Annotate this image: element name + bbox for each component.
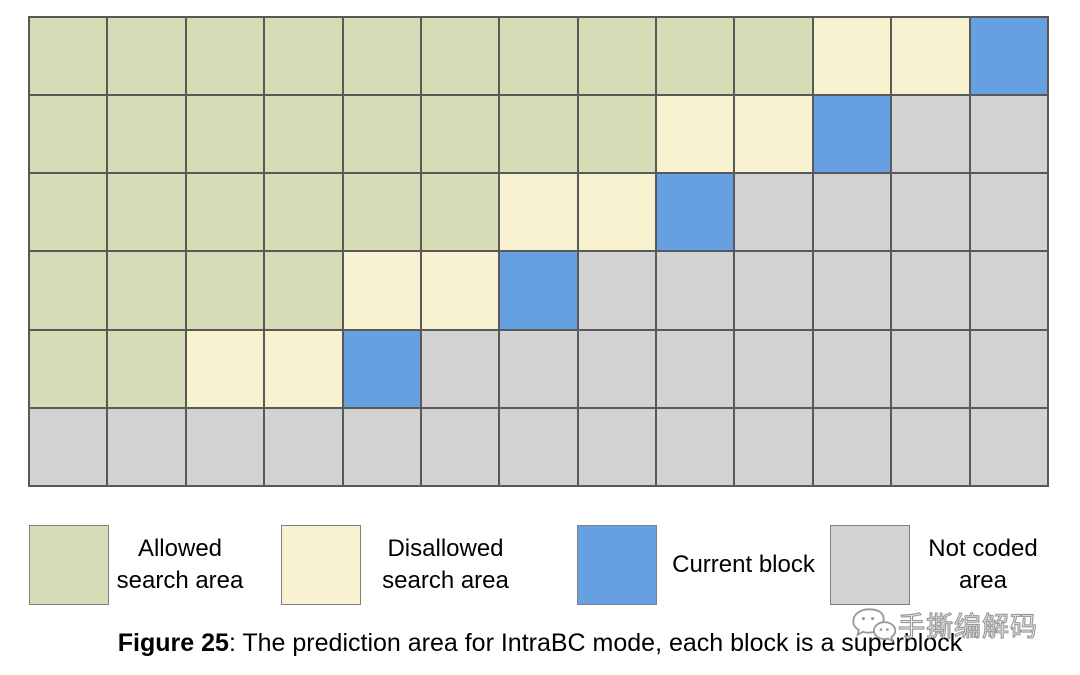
grid-cell-disallowed: [342, 251, 421, 330]
legend-label-not_coded: Not coded area: [928, 535, 1038, 594]
grid-cell-allowed: [185, 173, 265, 252]
legend-item-current: Current block: [577, 525, 830, 605]
grid-cell-not_coded: [185, 407, 265, 486]
grid-cell-not_coded: [734, 251, 813, 330]
prediction-area-grid: [28, 16, 1049, 487]
grid-cell-allowed: [29, 173, 108, 252]
grid-cell-not_coded: [891, 173, 970, 252]
grid-cell-allowed: [342, 17, 421, 96]
grid-cell-not_coded: [577, 251, 657, 330]
grid-cell-disallowed: [656, 95, 735, 174]
legend-swatch-allowed: [29, 525, 109, 605]
grid-cell-disallowed: [577, 173, 657, 252]
grid-cell-not_coded: [812, 251, 892, 330]
grid-cell-not_coded: [420, 407, 500, 486]
grid-cell-not_coded: [29, 407, 108, 486]
grid-cell-not_coded: [969, 329, 1048, 408]
grid-cell-not_coded: [891, 407, 970, 486]
grid-cell-allowed: [107, 95, 186, 174]
legend-item-not_coded: Not coded area: [830, 525, 1056, 605]
grid-cell-not_coded: [891, 329, 970, 408]
grid-cell-allowed: [577, 95, 657, 174]
grid-cell-allowed: [264, 95, 343, 174]
grid-cell-not_coded: [656, 329, 735, 408]
grid-cell-allowed: [499, 17, 578, 96]
grid-cell-current: [656, 173, 735, 252]
legend-swatch-current: [577, 525, 657, 605]
grid-cell-not_coded: [812, 173, 892, 252]
grid-cell-allowed: [29, 17, 108, 96]
grid-cell-disallowed: [812, 17, 892, 96]
grid-cell-allowed: [29, 95, 108, 174]
grid-cell-allowed: [185, 251, 265, 330]
grid-cell-disallowed: [420, 251, 500, 330]
grid-cell-current: [969, 17, 1048, 96]
grid-cell-allowed: [420, 173, 500, 252]
grid-cell-not_coded: [734, 329, 813, 408]
legend-label-disallowed: Disallowed search area: [382, 535, 509, 594]
grid-cell-not_coded: [656, 251, 735, 330]
legend-label-current: Current block: [672, 551, 815, 579]
grid-cell-allowed: [734, 17, 813, 96]
watermark-text: 手撕编解码: [897, 611, 1038, 642]
grid-cell-not_coded: [969, 173, 1048, 252]
grid-cell-not_coded: [264, 407, 343, 486]
grid-cell-not_coded: [812, 407, 892, 486]
grid-cell-allowed: [107, 329, 186, 408]
grid-cell-not_coded: [734, 407, 813, 486]
grid-cell-allowed: [264, 17, 343, 96]
grid-cell-not_coded: [342, 407, 421, 486]
legend-label-allowed: Allowed search area: [116, 535, 244, 594]
grid-cell-disallowed: [185, 329, 265, 408]
legend-item-allowed: Allowed search area: [29, 525, 251, 605]
grid-cell-allowed: [420, 17, 500, 96]
grid-cell-disallowed: [734, 95, 813, 174]
grid-cell-allowed: [342, 173, 421, 252]
grid-cell-not_coded: [577, 407, 657, 486]
grid-cell-current: [812, 95, 892, 174]
grid-cell-not_coded: [891, 95, 970, 174]
grid-cell-allowed: [107, 173, 186, 252]
grid-cell-disallowed: [264, 329, 343, 408]
chat-bubbles-icon: [850, 606, 898, 649]
grid-cell-not_coded: [969, 95, 1048, 174]
grid-cell-allowed: [29, 251, 108, 330]
grid-cell-current: [499, 251, 578, 330]
grid-cell-allowed: [577, 17, 657, 96]
grid-cell-allowed: [499, 95, 578, 174]
grid-cell-allowed: [107, 251, 186, 330]
grid-cell-allowed: [656, 17, 735, 96]
grid-cell-allowed: [185, 17, 265, 96]
legend-item-disallowed: Disallowed search area: [281, 525, 530, 605]
legend-swatch-not_coded: [830, 525, 910, 605]
legend-swatch-disallowed: [281, 525, 361, 605]
grid-cell-not_coded: [969, 251, 1048, 330]
grid-cell-current: [342, 329, 421, 408]
grid-cell-not_coded: [107, 407, 186, 486]
figure-caption: Figure 25: The prediction area for Intra…: [0, 629, 1080, 658]
figure-caption-text: : The prediction area for IntraBC mode, …: [228, 629, 963, 657]
grid-cell-not_coded: [969, 407, 1048, 486]
grid-cell-not_coded: [499, 407, 578, 486]
figure-caption-label: Figure 25: [117, 629, 229, 657]
grid-cell-not_coded: [812, 329, 892, 408]
grid-cell-disallowed: [499, 173, 578, 252]
grid-cell-allowed: [264, 173, 343, 252]
grid-cell-allowed: [264, 251, 343, 330]
grid-cell-not_coded: [656, 407, 735, 486]
grid-cell-disallowed: [891, 17, 970, 96]
grid-cell-allowed: [342, 95, 421, 174]
watermark: 手撕编解码: [850, 600, 1038, 649]
grid-cell-allowed: [420, 95, 500, 174]
grid-cell-not_coded: [499, 329, 578, 408]
grid-cell-not_coded: [420, 329, 500, 408]
grid-cell-allowed: [185, 95, 265, 174]
grid-cell-not_coded: [577, 329, 657, 408]
grid-cell-not_coded: [734, 173, 813, 252]
grid-cell-allowed: [107, 17, 186, 96]
grid-cell-not_coded: [891, 251, 970, 330]
grid-cell-allowed: [29, 329, 108, 408]
